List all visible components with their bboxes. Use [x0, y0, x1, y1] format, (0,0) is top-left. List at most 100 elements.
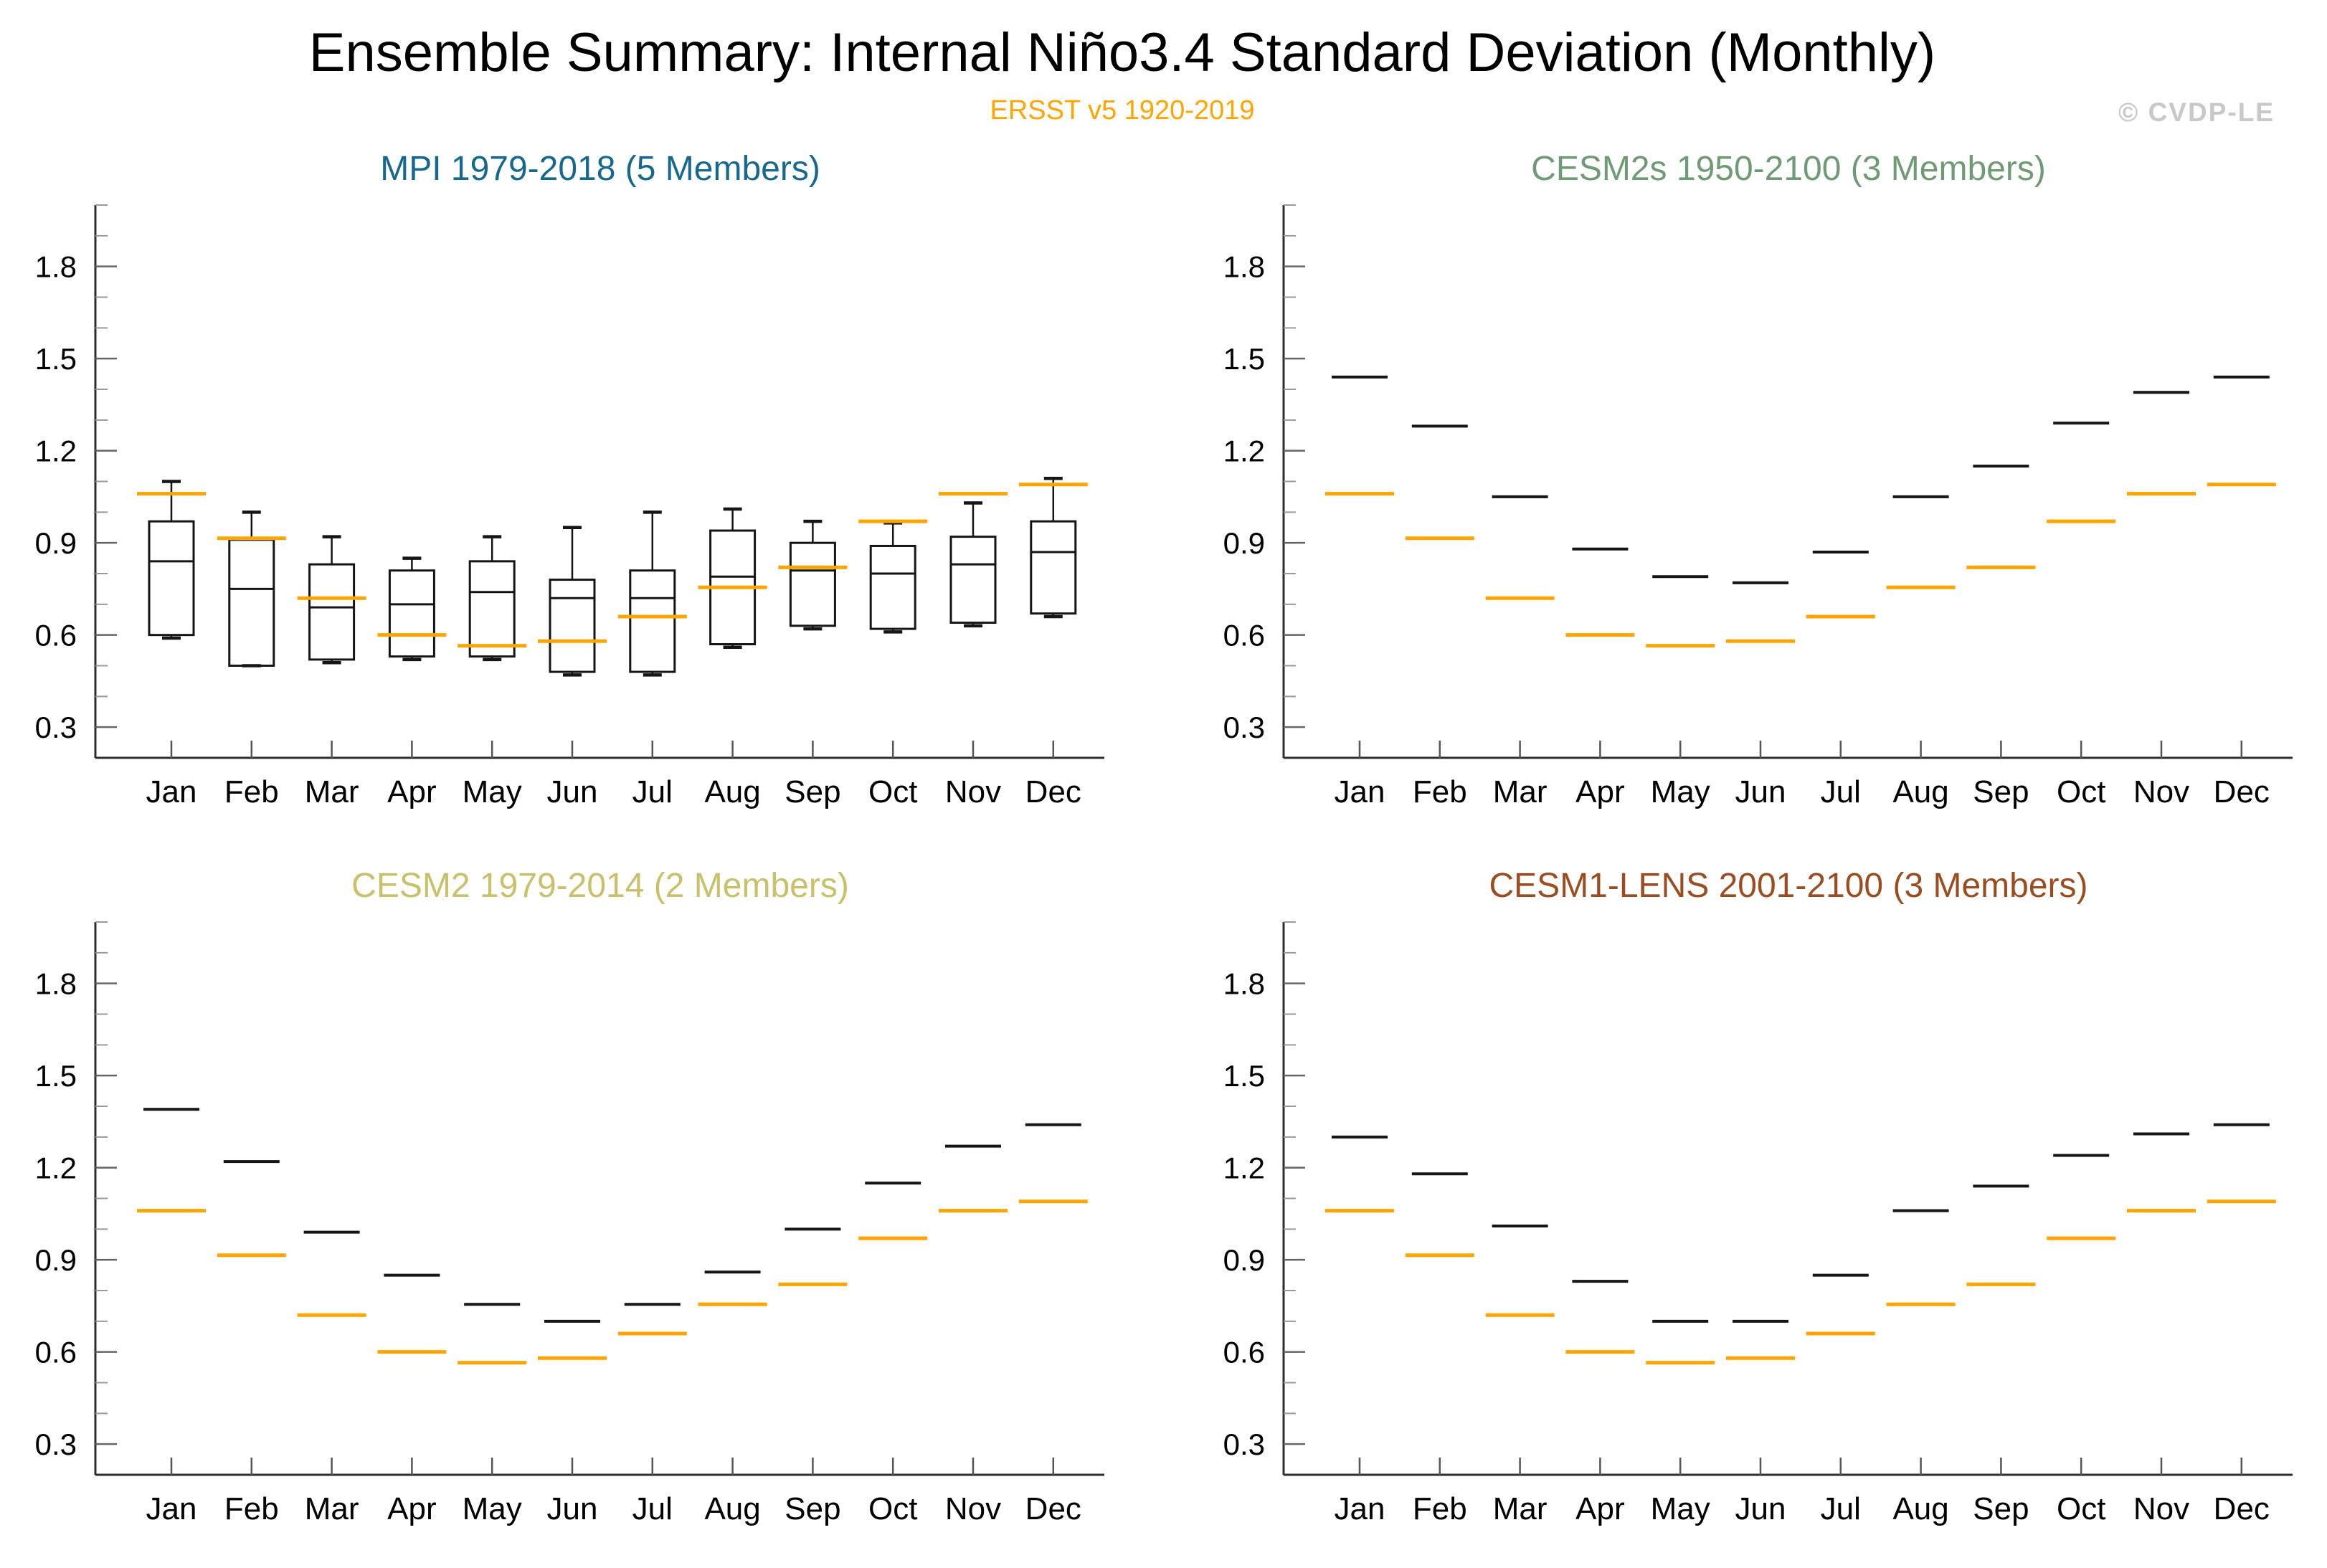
x-tick-label: Dec [2214, 1491, 2270, 1526]
x-tick-label: Jun [1735, 1491, 1786, 1526]
panel-cesm2s: 0.3 0.6 0.9 1.2 1.5 1.8 Jan Feb Mar Apr May Jun Jul A… [1223, 204, 2293, 809]
panel-title-mpi: MPI 1979-2018 (5 Members) [380, 150, 820, 188]
y-tick-label: 1.2 [1223, 434, 1265, 468]
y-axis: 0.3 0.6 0.9 1.2 1.5 1.8 [35, 921, 117, 1476]
x-tick-label: Oct [2057, 774, 2105, 809]
x-tick-label: Jul [1821, 774, 1861, 809]
iqr-box [228, 538, 275, 667]
y-tick-label: 1.8 [35, 250, 77, 284]
x-tick-label: Sep [1973, 1491, 2029, 1526]
y-tick-label: 0.3 [1223, 711, 1265, 744]
x-tick-label: Jan [146, 774, 197, 809]
boxplot-mar [308, 535, 356, 665]
y-tick-label: 0.6 [1223, 1336, 1265, 1369]
y-tick-label: 0.9 [35, 526, 77, 560]
y-tick-label: 1.5 [1223, 342, 1265, 376]
x-tick-label: Apr [387, 774, 436, 809]
boxplot-oct [869, 521, 916, 634]
x-tick-label: May [1651, 774, 1710, 809]
x-tick-label: Jun [547, 1491, 598, 1526]
iqr-box [949, 536, 997, 624]
x-tick-label: Sep [1973, 774, 2029, 809]
iqr-box [468, 560, 516, 658]
x-axis: Jan Feb Mar Apr May Jun Jul Aug Sep Oct Nov Dec [95, 1458, 1104, 1526]
boxplot-aug [709, 507, 757, 650]
y-tick-label: 1.5 [1223, 1059, 1265, 1093]
y-tick-label: 0.9 [35, 1243, 77, 1277]
x-axis: Jan Feb Mar Apr May Jun Jul Aug Sep Oct Nov Dec [95, 741, 1104, 809]
boxplot-nov [949, 501, 997, 628]
x-tick-label: Mar [305, 1491, 359, 1526]
iqr-box [549, 579, 596, 673]
x-tick-label: Aug [1892, 1491, 1948, 1526]
iqr-box [388, 569, 435, 658]
x-tick-label: Oct [2057, 1491, 2105, 1526]
x-tick-label: Jul [632, 774, 673, 809]
x-tick-label: Jun [1735, 774, 1786, 809]
panel-title-cesm2s: CESM2s 1950-2100 (3 Members) [1531, 150, 2046, 188]
y-axis: 0.3 0.6 0.9 1.2 1.5 1.8 [35, 204, 117, 759]
x-tick-label: Nov [2133, 774, 2189, 809]
y-tick-label: 0.6 [1223, 619, 1265, 652]
x-tick-label: Apr [1575, 774, 1624, 809]
x-tick-label: Dec [1025, 774, 1081, 809]
boxplot-sep [789, 519, 836, 631]
x-tick-label: Nov [945, 774, 1001, 809]
x-tick-label: Jan [146, 1491, 197, 1526]
panel-mpi: 0.3 0.6 0.9 1.2 1.5 1.8 Jan Feb Mar Apr May Jun Jul A… [35, 204, 1104, 809]
x-tick-label: May [463, 1491, 522, 1526]
x-tick-label: Feb [1413, 1491, 1467, 1526]
y-axis: 0.3 0.6 0.9 1.2 1.5 1.8 [1223, 204, 1305, 759]
panel-title-cesm1-lens: CESM1-LENS 2001-2100 (3 Members) [1489, 867, 2088, 905]
y-tick-label: 0.3 [35, 711, 77, 744]
y-tick-label: 0.9 [1223, 1243, 1265, 1277]
x-tick-label: Dec [2214, 774, 2270, 809]
iqr-box [148, 520, 195, 637]
figure-subtitle: ERSST v5 1920-2019 [990, 95, 1255, 125]
y-tick-label: 1.2 [35, 434, 77, 468]
x-tick-label: Mar [1493, 1491, 1548, 1526]
x-axis: Jan Feb Mar Apr May Jun Jul Aug Sep Oct Nov Dec [1284, 1458, 2293, 1526]
x-tick-label: Aug [704, 774, 760, 809]
y-tick-label: 1.8 [1223, 967, 1265, 1001]
x-tick-label: Mar [1493, 774, 1548, 809]
y-tick-label: 0.3 [35, 1427, 77, 1461]
panel-cesm1-lens: 0.3 0.6 0.9 1.2 1.5 1.8 Jan Feb Mar Apr May Jun Jul A… [1223, 921, 2293, 1526]
y-tick-label: 1.8 [1223, 250, 1265, 284]
y-tick-label: 0.9 [1223, 526, 1265, 560]
x-tick-label: Dec [1025, 1491, 1081, 1526]
x-tick-label: Sep [785, 1491, 840, 1526]
watermark: © CVDP-LE [2118, 98, 2275, 127]
x-tick-label: Feb [224, 1491, 279, 1526]
x-tick-label: Oct [868, 1491, 917, 1526]
y-tick-label: 1.8 [35, 967, 77, 1001]
y-axis: 0.3 0.6 0.9 1.2 1.5 1.8 [1223, 921, 1305, 1476]
y-tick-label: 1.5 [35, 1059, 77, 1093]
x-tick-label: Feb [1413, 774, 1467, 809]
x-tick-label: Jan [1335, 774, 1385, 809]
boxplot-jul [629, 510, 676, 677]
boxplot-jun [549, 526, 596, 677]
iqr-box [1030, 520, 1077, 615]
iqr-box [308, 563, 356, 661]
y-tick-label: 0.3 [1223, 1427, 1265, 1461]
x-tick-label: Mar [305, 774, 359, 809]
x-tick-label: Nov [945, 1491, 1001, 1526]
x-tick-label: Aug [704, 1491, 760, 1526]
x-tick-label: Jan [1335, 1491, 1385, 1526]
x-tick-label: Nov [2133, 1491, 2189, 1526]
boxplot-apr [388, 556, 435, 662]
y-tick-label: 1.2 [1223, 1151, 1265, 1185]
boxplot-may [468, 535, 516, 662]
x-tick-label: Feb [224, 774, 279, 809]
boxplot-dec [1030, 476, 1077, 619]
x-tick-label: Jul [1821, 1491, 1861, 1526]
x-tick-label: Aug [1892, 774, 1948, 809]
x-tick-label: Apr [387, 1491, 436, 1526]
y-tick-label: 1.2 [35, 1151, 77, 1185]
x-tick-label: May [463, 774, 522, 809]
figure-title: Ensemble Summary: Internal Niño3.4 Stand… [308, 22, 1936, 83]
x-tick-label: Jul [632, 1491, 673, 1526]
